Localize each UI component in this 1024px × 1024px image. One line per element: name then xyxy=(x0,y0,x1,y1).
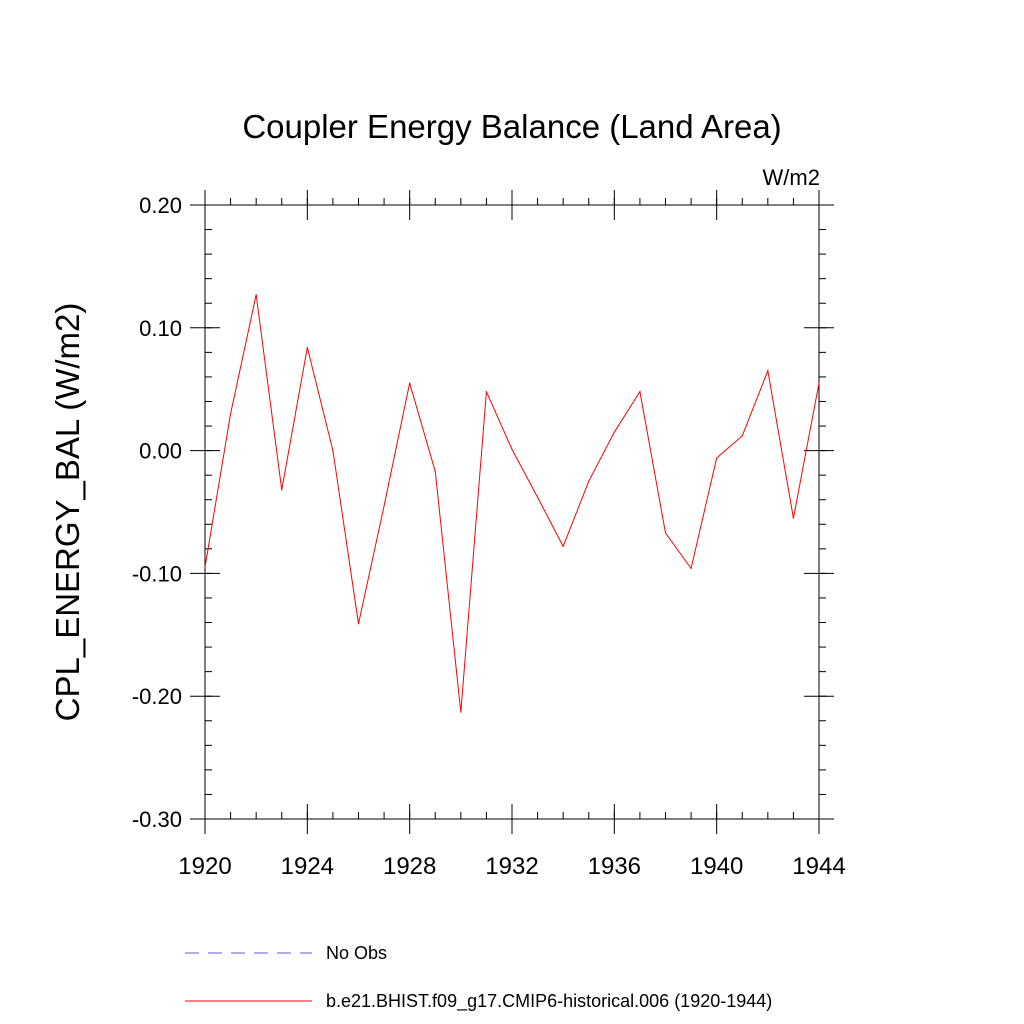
x-tick-label: 1940 xyxy=(690,853,743,880)
y-tick-label: 0.10 xyxy=(139,316,182,341)
y-tick-label: -0.10 xyxy=(132,561,182,586)
data-point xyxy=(562,545,564,547)
x-tick-label: 1944 xyxy=(792,853,845,880)
plot-frame xyxy=(204,204,820,820)
chart-title: Coupler Energy Balance (Land Area) xyxy=(242,108,781,145)
x-axis-ticks: 1920 1924 1928 1932 1936 1940 1944 xyxy=(178,190,846,880)
legend-label-historical: b.e21.BHIST.f09_g17.CMIP6-historical.006… xyxy=(326,991,772,1012)
y-tick-label: 0.00 xyxy=(139,439,182,464)
data-point xyxy=(588,480,590,482)
data-point xyxy=(716,457,718,459)
units-label: W/m2 xyxy=(763,165,820,190)
y-axis-label: CPL_ENERGY_BAL (W/m2) xyxy=(49,303,86,722)
data-point xyxy=(357,623,360,625)
data-point xyxy=(281,489,283,491)
x-tick-label: 1924 xyxy=(281,853,334,880)
data-point xyxy=(229,413,232,415)
data-point xyxy=(383,505,385,507)
legend: No Obs b.e21.BHIST.f09_g17.CMIP6-histori… xyxy=(185,943,772,1012)
y-tick-label: -0.20 xyxy=(132,684,182,709)
series-layer xyxy=(204,294,820,713)
data-point xyxy=(409,382,411,384)
x-tick-label: 1932 xyxy=(485,853,538,880)
data-point xyxy=(460,711,462,713)
x-tick-label: 1928 xyxy=(383,853,436,880)
data-point xyxy=(434,470,436,473)
data-point xyxy=(536,496,539,498)
plot-border xyxy=(204,204,820,820)
x-tick-label: 1920 xyxy=(178,853,231,880)
data-point xyxy=(306,346,308,349)
y-tick-label: -0.30 xyxy=(132,807,182,832)
data-point xyxy=(204,566,206,568)
data-point xyxy=(690,567,692,570)
y-tick-label: 0.20 xyxy=(139,193,182,218)
data-point xyxy=(741,435,743,437)
data-point xyxy=(332,450,334,452)
data-point xyxy=(511,448,513,450)
data-point xyxy=(792,517,795,519)
data-point xyxy=(767,370,769,372)
data-point xyxy=(664,532,667,534)
y-axis-ticks: -0.30 -0.20 -0.10 0.00 0.10 0.20 xyxy=(132,193,834,832)
data-point xyxy=(485,391,488,393)
data-point xyxy=(818,382,820,384)
legend-label-no-obs: No Obs xyxy=(326,943,387,963)
series-line-0 xyxy=(204,294,820,713)
data-point xyxy=(639,391,641,393)
x-tick-label: 1936 xyxy=(588,853,641,880)
data-point xyxy=(255,294,257,296)
data-point xyxy=(613,431,615,433)
